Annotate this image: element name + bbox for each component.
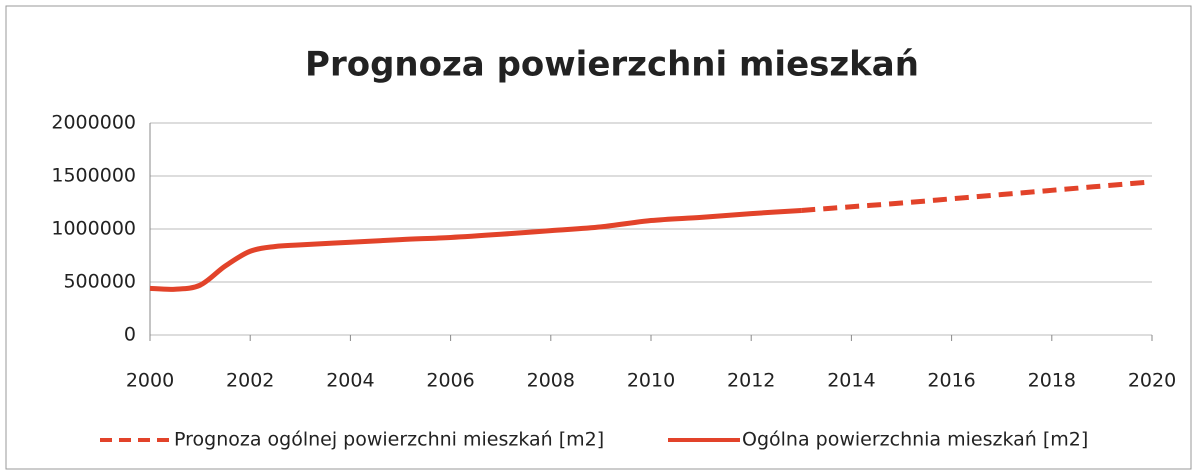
y-tick-label: 500000 bbox=[63, 271, 136, 293]
x-tick-label: 2014 bbox=[827, 370, 875, 392]
x-tick-label: 2016 bbox=[927, 370, 975, 392]
x-tick-label: 2002 bbox=[226, 370, 274, 392]
y-tick-label: 0 bbox=[124, 324, 136, 346]
x-tick-label: 2006 bbox=[426, 370, 474, 392]
chart-frame bbox=[5, 5, 1192, 470]
x-tick-label: 2020 bbox=[1128, 370, 1176, 392]
x-tick-label: 2010 bbox=[627, 370, 675, 392]
x-tick-label: 2000 bbox=[126, 370, 174, 392]
x-tick-label: 2018 bbox=[1028, 370, 1076, 392]
chart-title: Prognoza powierzchni mieszkań bbox=[305, 45, 919, 85]
legend-label: Ogólna powierzchnia mieszkań [m2] bbox=[742, 429, 1088, 451]
x-tick-label: 2004 bbox=[326, 370, 374, 392]
y-tick-label: 2000000 bbox=[51, 112, 136, 134]
x-tick-label: 2012 bbox=[727, 370, 775, 392]
series-line bbox=[801, 179, 1153, 213]
y-tick-label: 1500000 bbox=[51, 165, 136, 187]
series-line bbox=[149, 207, 802, 292]
legend-label: Prognoza ogólnej powierzchni mieszkań [m… bbox=[174, 429, 604, 451]
y-tick-label: 1000000 bbox=[51, 218, 136, 240]
x-tick-label: 2008 bbox=[527, 370, 575, 392]
